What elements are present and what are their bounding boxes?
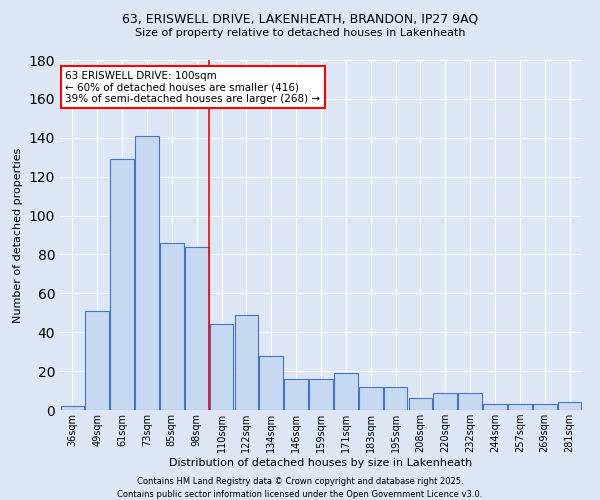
Bar	[558, 402, 581, 410]
Bar	[110, 159, 134, 410]
Bar	[508, 404, 532, 410]
Bar	[284, 379, 308, 410]
Bar	[259, 356, 283, 410]
Y-axis label: Number of detached properties: Number of detached properties	[13, 148, 23, 322]
Text: 63 ERISWELL DRIVE: 100sqm
← 60% of detached houses are smaller (416)
39% of semi: 63 ERISWELL DRIVE: 100sqm ← 60% of detac…	[65, 70, 320, 104]
Bar	[359, 386, 383, 410]
Text: Contains HM Land Registry data © Crown copyright and database right 2025.: Contains HM Land Registry data © Crown c…	[137, 478, 463, 486]
Bar	[533, 404, 557, 410]
Text: Size of property relative to detached houses in Lakenheath: Size of property relative to detached ho…	[135, 28, 465, 38]
Bar	[458, 392, 482, 410]
Bar	[309, 379, 333, 410]
Text: Contains public sector information licensed under the Open Government Licence v3: Contains public sector information licen…	[118, 490, 482, 499]
Bar	[160, 243, 184, 410]
Text: Distribution of detached houses by size in Lakenheath: Distribution of detached houses by size …	[169, 458, 473, 468]
Bar	[409, 398, 432, 410]
Bar	[210, 324, 233, 410]
Text: 63, ERISWELL DRIVE, LAKENHEATH, BRANDON, IP27 9AQ: 63, ERISWELL DRIVE, LAKENHEATH, BRANDON,…	[122, 12, 478, 26]
Bar	[235, 314, 258, 410]
Bar	[85, 311, 109, 410]
Bar	[61, 406, 84, 410]
Bar	[483, 404, 507, 410]
Bar	[384, 386, 407, 410]
Bar	[334, 373, 358, 410]
Bar	[135, 136, 159, 410]
Bar	[433, 392, 457, 410]
Bar	[185, 246, 209, 410]
